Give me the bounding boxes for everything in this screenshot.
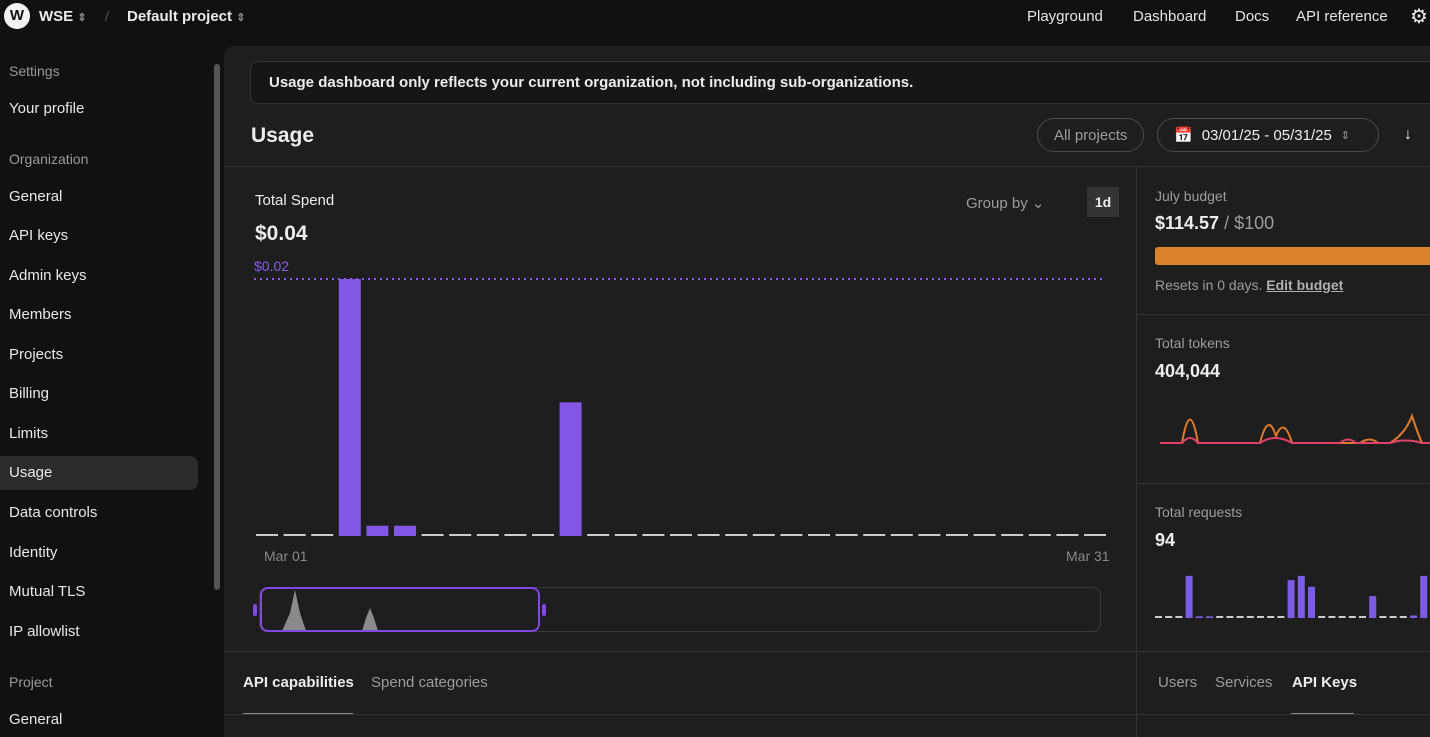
all-projects-filter[interactable]: All projects [1037,118,1145,152]
group-by-label: Group by [966,195,1028,212]
x-label-start: Mar 01 [264,548,308,564]
x-label-end: Mar 31 [1066,548,1110,564]
breadcrumb-separator: / [105,8,109,24]
page-title: Usage [251,124,315,147]
reset-text: Resets in 0 days. [1155,277,1263,293]
tokens-line-chart [1160,413,1430,444]
main-content: Usage dashboard only reflects your curre… [224,46,1430,737]
divider [224,714,1430,715]
reference-line-label: $0.02 [254,258,290,274]
requests-bar [1206,616,1213,618]
requests-bar [1420,575,1428,618]
range-handle-right[interactable] [542,604,546,616]
requests-bar-chart [1155,575,1428,618]
calendar-icon: 📅 [1174,127,1193,144]
sidebar-item-billing[interactable]: Billing [9,385,50,402]
sidebar-header-settings: Settings [9,63,60,79]
spend-bar[interactable] [338,279,361,536]
chevron-down-icon: ⌄ [1031,195,1045,212]
tab-users[interactable]: Users [1158,674,1198,691]
sidebar-item-projects[interactable]: Projects [9,346,64,363]
date-range-picker[interactable]: 📅 03/01/25 - 05/31/25 ⇕ [1157,118,1379,152]
sidebar-item-your-profile[interactable]: Your profile [9,100,85,117]
settings-gear-icon[interactable]: ⚙ [1410,6,1428,28]
nav-dashboard[interactable]: Dashboard [1133,8,1207,25]
total-tokens-label: Total tokens [1155,335,1230,351]
tab-spend-categories[interactable]: Spend categories [371,674,488,691]
requests-bar [1369,596,1377,618]
divider [1137,483,1430,484]
project-switcher[interactable]: Default project ⇕ [127,8,245,25]
tab-api-capabilities[interactable]: API capabilities [243,674,354,691]
info-banner: Usage dashboard only reflects your curre… [250,61,1430,104]
tokens-output-line [1160,413,1430,444]
sidebar-header-organization: Organization [9,151,89,167]
budget-label: July budget [1155,188,1227,204]
requests-bar [1308,586,1315,618]
sidebar-item-admin-keys[interactable]: Admin keys [9,267,87,284]
spend-bar-chart [254,278,1106,536]
tokens-input-line [1160,437,1430,444]
total-requests-value: 94 [1155,530,1176,550]
range-navigator-sparkline [282,590,378,631]
tab-api-keys[interactable]: API Keys [1292,674,1358,691]
date-range-value: 03/01/25 - 05/31/25 [1201,126,1332,144]
chevron-updown-icon: ⇕ [236,12,246,24]
sidebar-item-limits[interactable]: Limits [9,425,49,442]
org-avatar[interactable]: W [4,3,30,29]
nav-playground[interactable]: Playground [1027,8,1103,25]
sidebar-item-data-controls[interactable]: Data controls [9,504,98,521]
divider [1136,167,1137,737]
spend-bar[interactable] [366,525,389,536]
sidebar-item-ip-allowlist[interactable]: IP allowlist [9,623,80,640]
interval-1d-button[interactable]: 1d [1087,187,1119,217]
sidebar-item-project-general[interactable]: General [9,711,63,728]
spend-bar[interactable] [394,525,416,536]
divider [224,166,1430,167]
total-spend-value: $0.04 [255,222,308,245]
range-handle-left[interactable] [253,604,257,616]
divider [224,651,1430,652]
requests-bar [1195,616,1203,618]
range-navigator[interactable] [253,587,1101,632]
chevron-updown-icon: ⇕ [1340,129,1351,142]
budget-amount: $114.57 / $100 [1155,213,1274,234]
export-download-icon[interactable]: ↓ [1404,126,1412,143]
sidebar-header-project: Project [9,674,53,690]
sidebar-scrollbar[interactable] [214,64,220,590]
requests-bar [1410,615,1417,618]
spend-bar[interactable] [559,402,582,536]
sidebar-item-api-keys[interactable]: API keys [9,227,69,244]
requests-bar [1297,575,1305,618]
nav-api-reference[interactable]: API reference [1296,8,1388,25]
total-tokens-value: 404,044 [1155,361,1221,381]
sidebar-item-general[interactable]: General [9,188,63,205]
budget-progress-bar [1155,247,1430,265]
sidebar-item-mutual-tls[interactable]: Mutual TLS [9,583,86,600]
sidebar-item-members[interactable]: Members [9,306,72,323]
divider [1137,314,1430,315]
requests-bar [1287,580,1295,618]
org-name: WSE [39,8,74,25]
range-selection[interactable] [260,587,540,632]
total-spend-label: Total Spend [255,192,335,209]
budget-reset-text: Resets in 0 days. Edit budget [1155,277,1343,293]
budget-progress-fill [1155,247,1430,265]
budget-limit: $100 [1234,213,1275,233]
tab-services[interactable]: Services [1215,674,1273,691]
sidebar-item-identity[interactable]: Identity [9,544,58,561]
nav-docs[interactable]: Docs [1235,8,1270,25]
edit-budget-link[interactable]: Edit budget [1266,277,1344,293]
org-switcher[interactable]: WSE ⇕ [39,8,87,25]
group-by-dropdown[interactable]: Group by ⌄ [966,194,1044,212]
budget-separator: / [1219,213,1235,233]
requests-bar [1185,575,1193,618]
sidebar-item-usage[interactable]: Usage [0,456,198,490]
project-name: Default project [127,8,233,25]
budget-spent: $114.57 [1155,213,1220,233]
chevron-updown-icon: ⇕ [77,12,87,24]
total-requests-label: Total requests [1155,504,1243,520]
